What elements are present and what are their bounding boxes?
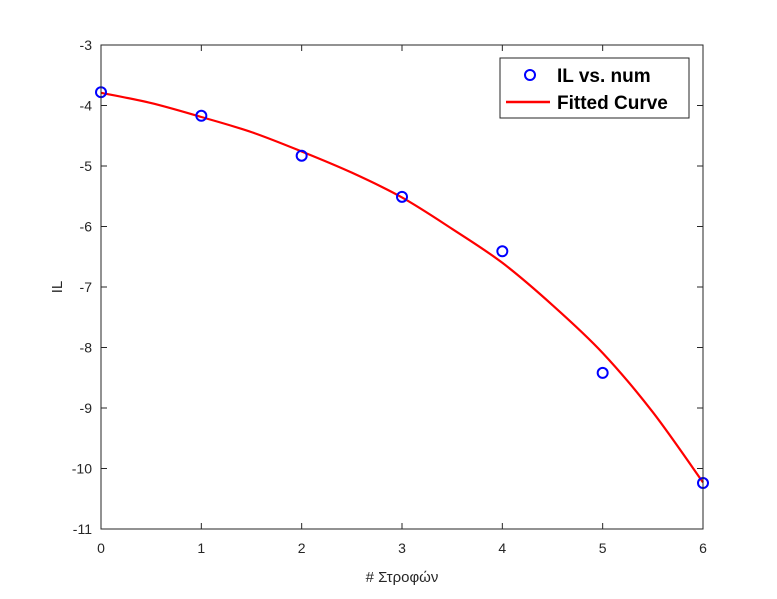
x-tick-label: 3 (398, 540, 406, 556)
data-point (195, 109, 208, 122)
x-tick-label: 5 (599, 540, 607, 556)
x-tick-label: 0 (97, 540, 105, 556)
data-point (396, 190, 408, 203)
y-tick-label: -6 (80, 219, 93, 235)
x-tick-label: 6 (699, 540, 707, 556)
x-tick-label: 2 (298, 540, 306, 556)
legend-label-fit: Fitted Curve (557, 93, 668, 114)
y-tick-label: -8 (80, 340, 93, 356)
y-tick-label: -10 (72, 461, 92, 477)
x-tick-label: 1 (197, 540, 205, 556)
y-axis-label: IL (49, 281, 66, 294)
y-tick-label: -3 (80, 37, 93, 53)
y-tick-label: -7 (80, 279, 93, 295)
y-tick-label: -5 (80, 158, 93, 174)
y-axis: -11 -10 -9 -8 -7 -6 -5 -4 -3 (72, 37, 703, 537)
plot-area (101, 45, 703, 529)
data-point (496, 245, 509, 258)
legend-marker-scatter (524, 69, 536, 81)
y-tick-label: -9 (80, 400, 93, 416)
x-tick-label: 4 (498, 540, 506, 556)
x-axis: 0 1 2 3 4 5 6 (97, 45, 707, 556)
y-tick-label: -4 (80, 98, 93, 114)
fitted-curve-line (100, 91, 704, 484)
data-point (295, 149, 308, 162)
data-point (596, 366, 609, 379)
legend-box (499, 57, 690, 119)
legend-label-scatter: IL vs. num (557, 66, 651, 87)
y-tick-label: -11 (73, 521, 92, 537)
x-axis-label: # Στροφών (366, 569, 439, 586)
legend: IL vs. num Fitted Curve (499, 57, 690, 119)
